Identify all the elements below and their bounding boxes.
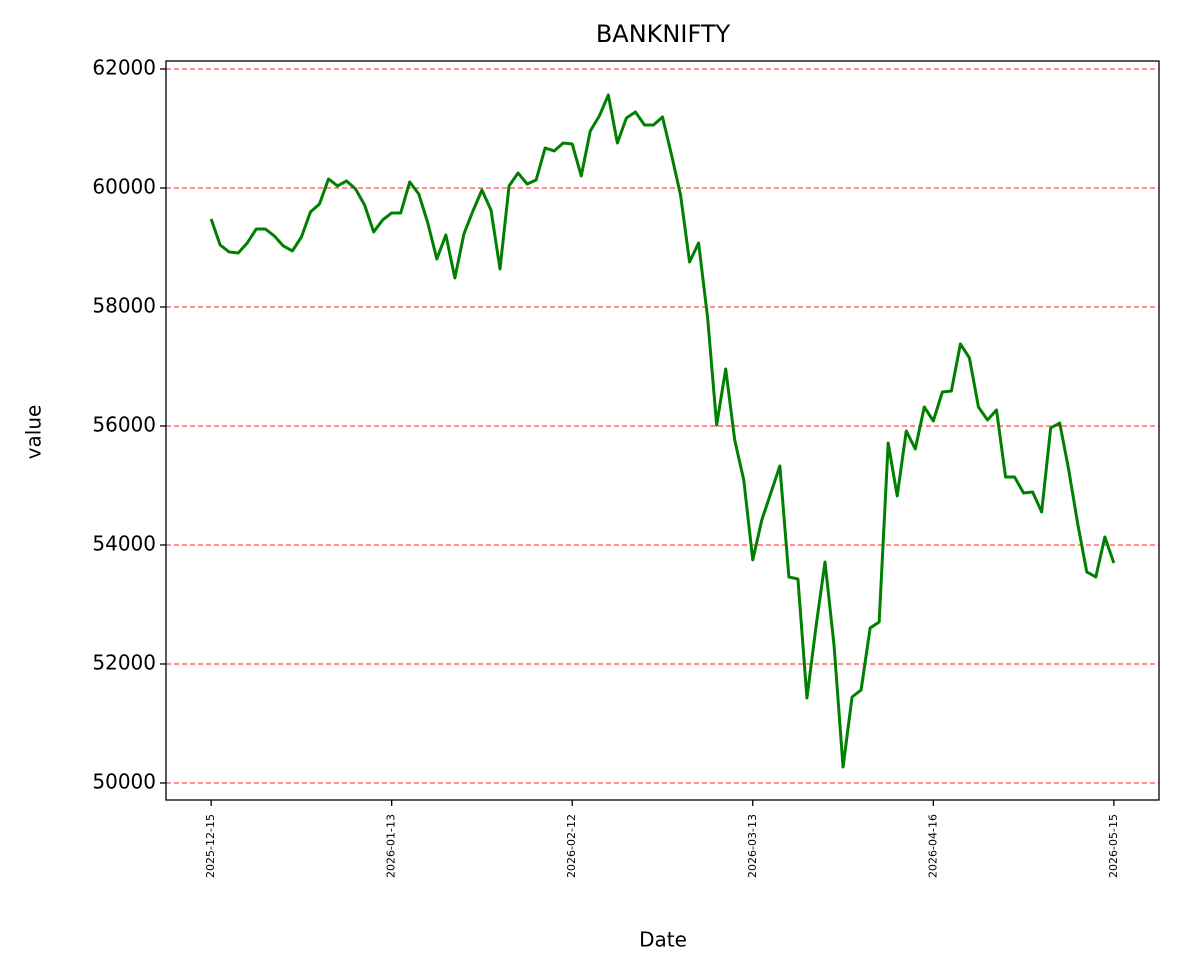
x-tick-label: 2025-12-15 (204, 814, 217, 878)
y-tick-label: 56000 (92, 412, 156, 436)
plot-frame (165, 60, 1160, 801)
x-tick-label: 2026-04-16 (926, 814, 939, 878)
x-tick-label: 2026-03-13 (746, 814, 759, 878)
y-tick-label: 62000 (92, 55, 156, 79)
y-tick-label: 50000 (92, 769, 156, 793)
x-tick-label: 2026-01-13 (385, 814, 398, 878)
line (209, 93, 1116, 769)
x-tick-label: 2026-02-12 (565, 814, 578, 878)
x-axis-label: Date (639, 928, 687, 952)
chart-title: BANKNIFTY (596, 20, 731, 48)
y-tick-label: 58000 (92, 293, 156, 317)
x-tick-label: 2026-05-15 (1107, 814, 1120, 878)
y-tick-label: 60000 (92, 174, 156, 198)
y-axis-label: value (22, 405, 46, 460)
y-tick-label: 54000 (92, 531, 156, 555)
y-tick-label: 52000 (92, 650, 156, 674)
